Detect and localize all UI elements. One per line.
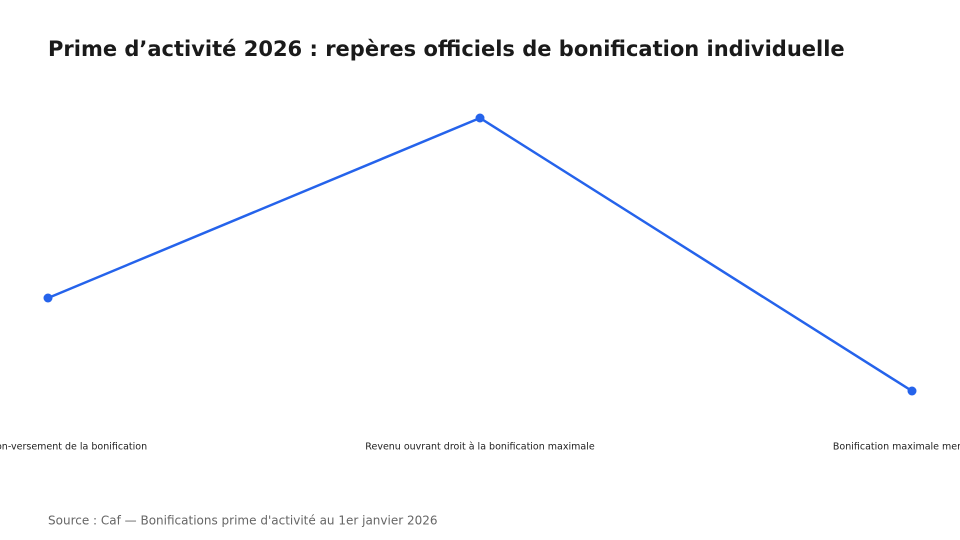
x-tick-label: Seuil de non-versement de la bonificatio…: [0, 442, 147, 453]
source-note: Source : Caf — Bonifications prime d'act…: [48, 514, 438, 528]
x-tick-label: Revenu ouvrant droit à la bonification m…: [365, 442, 595, 453]
chart-title: Prime d’activité 2026 : repères officiel…: [48, 37, 845, 61]
line-series: [47, 116, 913, 393]
point: [907, 386, 917, 396]
x-tick-label: Bonification maximale mensuelle: [833, 442, 960, 453]
point: [475, 113, 485, 123]
point: [43, 293, 53, 303]
